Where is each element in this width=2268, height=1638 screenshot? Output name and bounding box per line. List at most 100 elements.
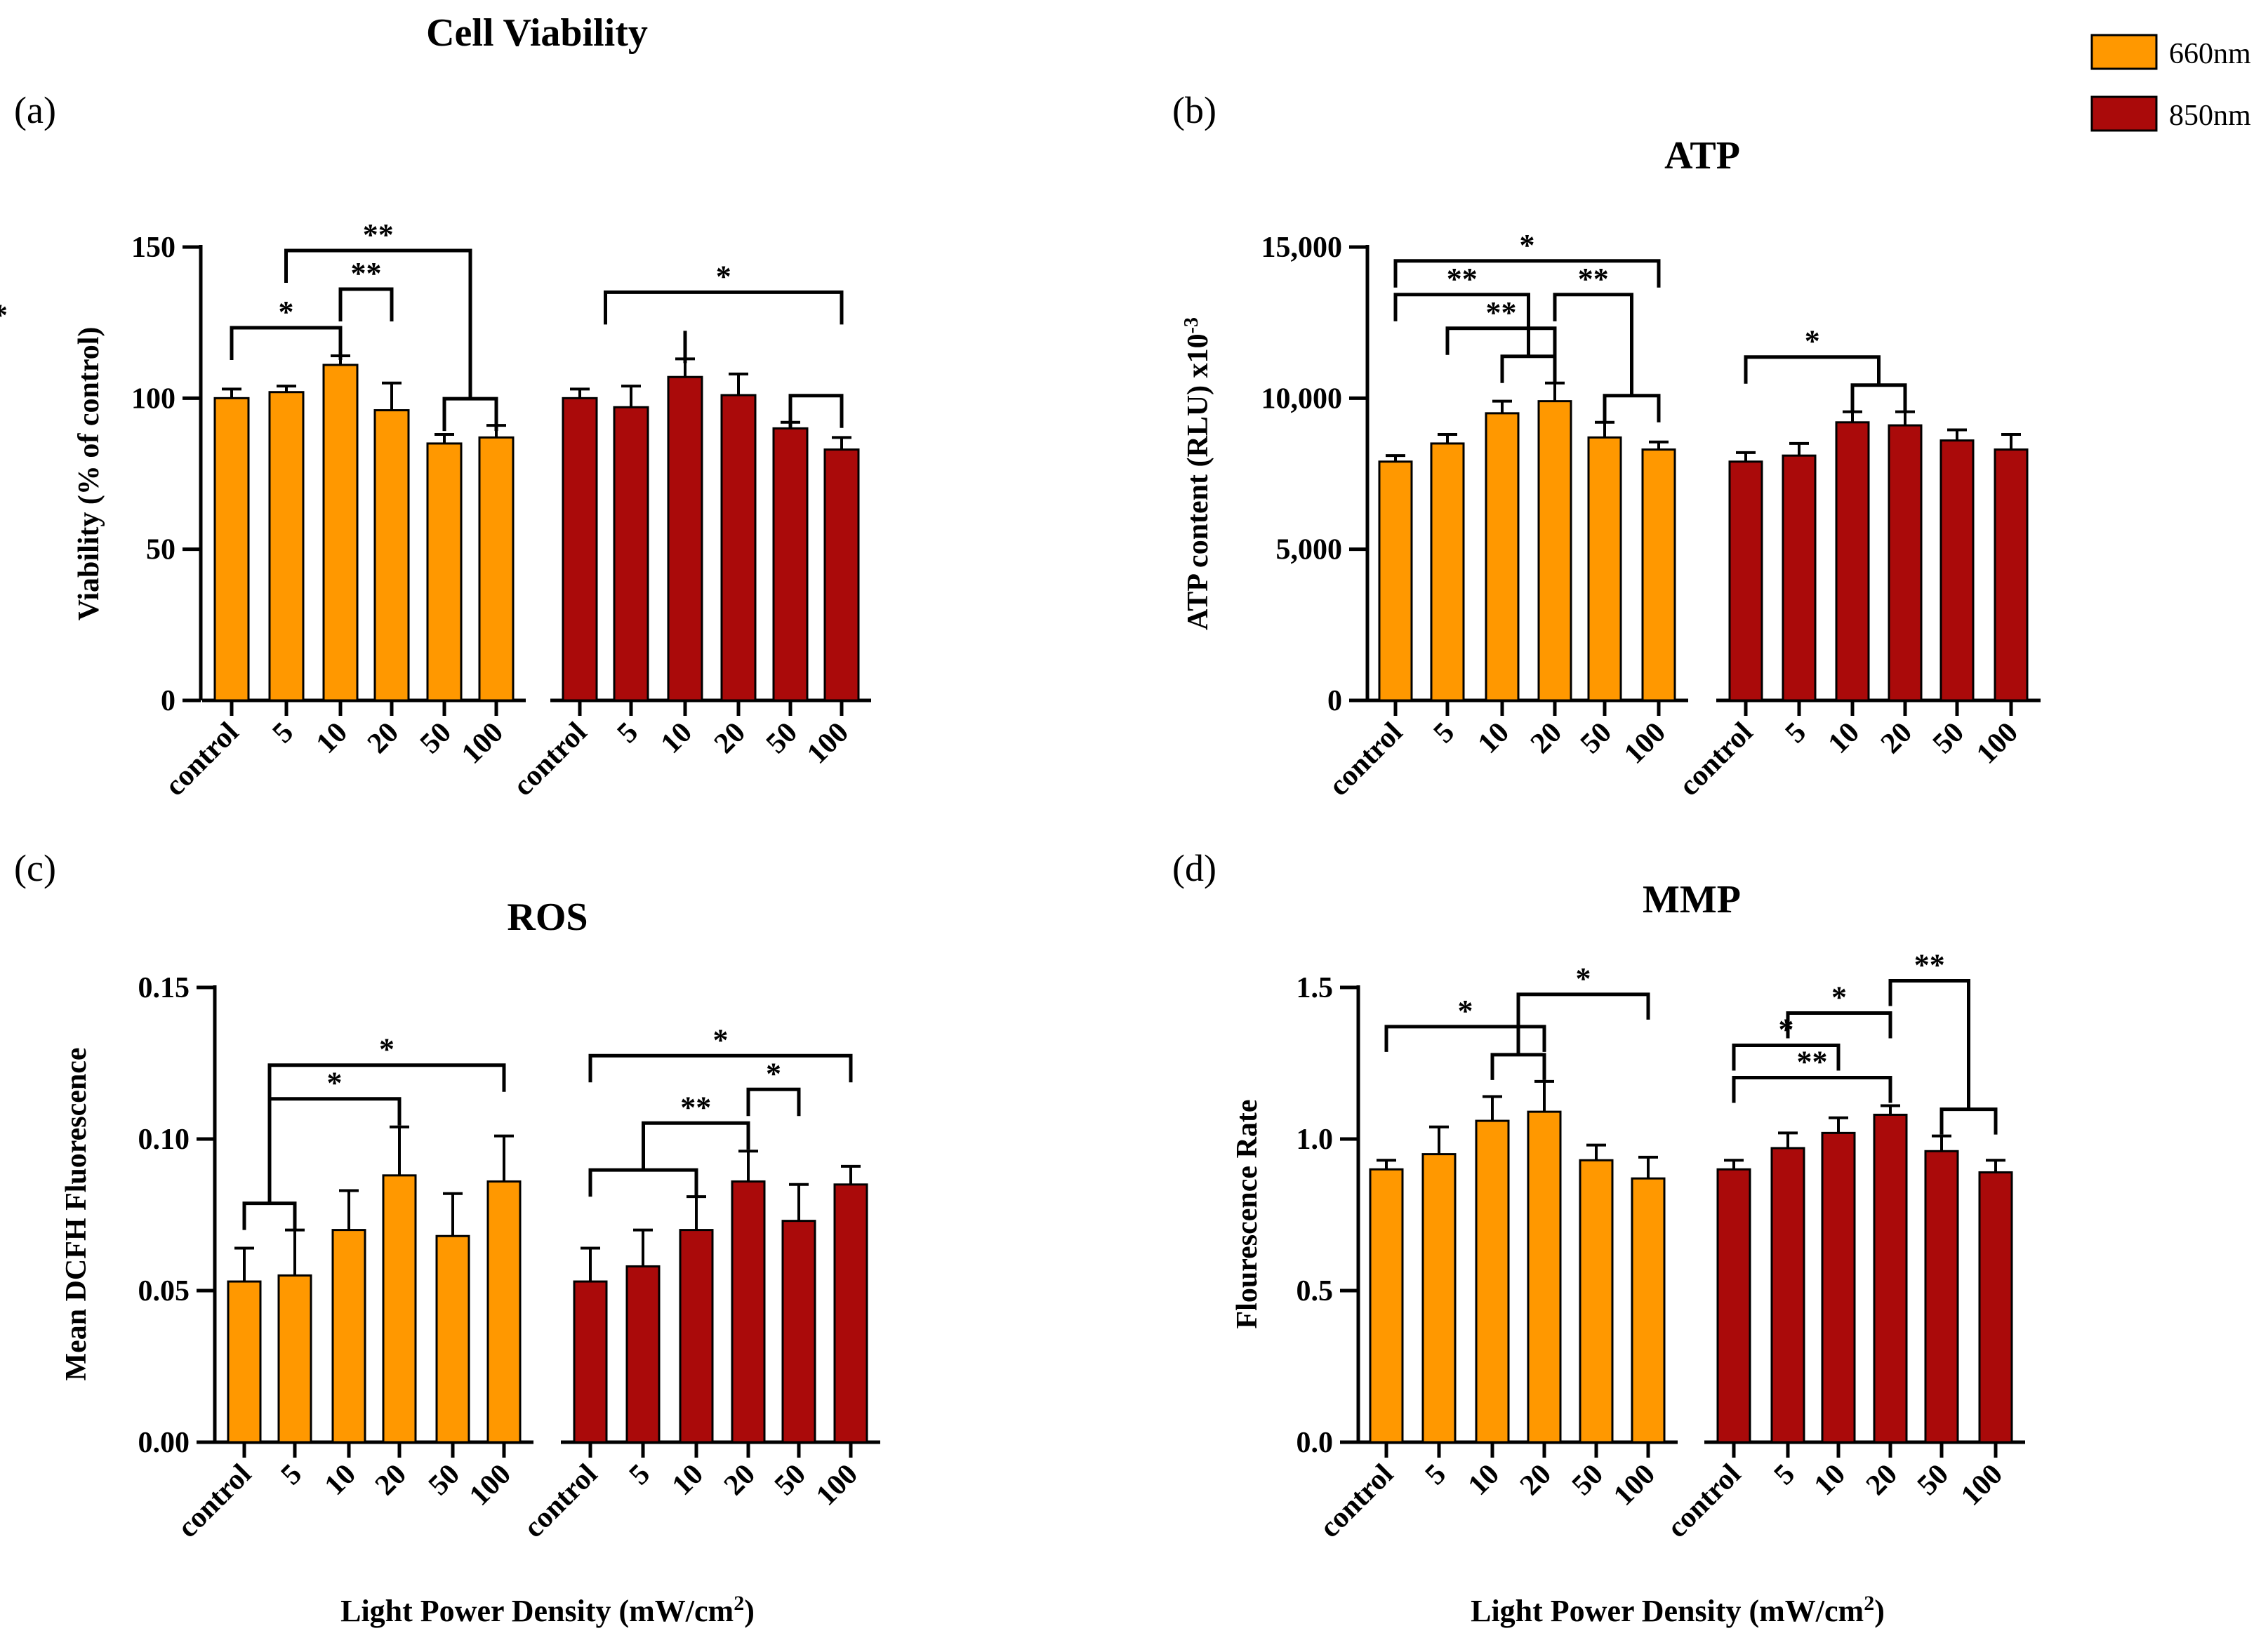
significance-hook [1490, 1053, 1546, 1080]
significance-label: ** [363, 218, 394, 252]
x-tick-label: 5 [1419, 1458, 1452, 1491]
significance-label: ** [680, 1090, 711, 1124]
x-tick-label: 100 [801, 717, 855, 771]
significance-bracket [267, 1097, 402, 1204]
x-axis-label-right: Light Power Density (mW/cm2) [1471, 1592, 1885, 1628]
bar-850nm-100 [1994, 448, 2029, 702]
bar-850nm-20 [731, 1180, 766, 1444]
y-axis-label-d: Flourescence Rate [1231, 1100, 1264, 1329]
significance-hook [1500, 354, 1557, 383]
bar-850nm-10 [1821, 1131, 1856, 1444]
legend-swatch-850nm [2090, 95, 2158, 132]
bar-660nm-control [227, 1280, 262, 1444]
x-tick-label: control [517, 1458, 604, 1545]
x-tick-label: 50 [1927, 717, 1970, 760]
y-tick-label: 1.0 [1297, 1124, 1334, 1156]
bar-660nm-20 [382, 1174, 417, 1444]
significance-bracket [230, 326, 343, 361]
significance-label: * [0, 298, 8, 332]
significance-hook [588, 1168, 698, 1197]
x-tick-label: control [159, 717, 245, 803]
x-tick-label: 50 [1574, 717, 1618, 760]
bar-660nm-50 [1579, 1159, 1614, 1444]
significance-bracket [1393, 259, 1661, 288]
x-tick-label: 100 [456, 717, 510, 771]
bar-850nm-100 [833, 1183, 868, 1444]
x-tick-label: 50 [414, 717, 458, 760]
chart-title-a: Cell Viability [426, 11, 648, 55]
legend-label-850nm: 850nm [2169, 100, 2251, 132]
x-tick-label: 20 [718, 1458, 762, 1502]
significance-label: * [716, 259, 731, 293]
x-tick-label: 50 [1911, 1458, 1955, 1502]
x-tick-label: 10 [666, 1458, 710, 1502]
y-tick-label: 10,000 [1261, 382, 1343, 415]
significance-bracket [604, 290, 844, 325]
bar-660nm-100 [478, 436, 515, 702]
panel-label-b: (b) [1172, 89, 1216, 131]
bar-660nm-10 [1475, 1119, 1510, 1444]
x-tick-label: 50 [423, 1458, 466, 1502]
bar-660nm-20 [373, 409, 410, 702]
bar-660nm-100 [1641, 448, 1676, 702]
x-tick-label: 20 [1860, 1458, 1904, 1502]
significance-bracket [267, 1063, 506, 1204]
bar-850nm-20 [1873, 1113, 1908, 1444]
x-tick-label: 5 [1428, 717, 1461, 750]
chart-title-c: ROS [507, 895, 588, 939]
significance-bracket [1732, 1043, 1841, 1071]
y-tick-label: 15,000 [1261, 232, 1343, 264]
significance-hook [242, 1201, 297, 1230]
bar-850nm-100 [1978, 1171, 2013, 1444]
x-tick-label: 50 [769, 1458, 812, 1502]
bar-850nm-control [562, 397, 598, 702]
y-tick-label: 5,000 [1276, 534, 1343, 566]
x-tick-label: 20 [362, 717, 405, 760]
significance-bracket [1516, 992, 1650, 1055]
legend: 660nm 850nm [2090, 34, 2251, 132]
x-tick-label: control [1313, 1458, 1400, 1545]
x-tick-label: 10 [1472, 717, 1516, 760]
bar-850nm-10 [679, 1229, 714, 1444]
bar-660nm-50 [435, 1234, 470, 1444]
y-tick-label: 0.00 [138, 1427, 190, 1459]
bar-660nm-50 [426, 442, 463, 702]
significance-bracket [746, 1087, 801, 1117]
x-tick-label: control [507, 717, 593, 803]
bar-660nm-5 [1430, 442, 1465, 702]
significance-label: ** [1486, 295, 1517, 330]
x-tick-label: 20 [1525, 717, 1568, 760]
x-tick-label: 10 [319, 1458, 362, 1502]
bar-850nm-5 [613, 406, 649, 702]
significance-bracket [1553, 293, 1633, 396]
x-tick-label: 5 [611, 717, 644, 750]
x-tick-label: 100 [1955, 1458, 2009, 1512]
x-tick-label: 10 [1462, 1458, 1506, 1502]
significance-label: ** [1447, 262, 1478, 296]
significance-bracket [1888, 978, 1970, 1110]
x-tick-label: 100 [810, 1458, 864, 1512]
x-tick-label: 50 [1566, 1458, 1610, 1502]
significance-label: * [713, 1023, 729, 1057]
bar-660nm-5 [1421, 1153, 1457, 1444]
significance-label: ** [1797, 1044, 1828, 1079]
significance-bracket [642, 1121, 750, 1171]
x-tick-label: 10 [1822, 717, 1866, 760]
x-tick-label: 100 [1618, 717, 1672, 771]
y-tick-label: 0.0 [1297, 1427, 1334, 1459]
bar-850nm-50 [772, 427, 809, 702]
bar-850nm-10 [1835, 421, 1870, 702]
x-tick-label: control [1673, 717, 1759, 803]
significance-label: * [1805, 324, 1820, 359]
bar-850nm-control [573, 1280, 608, 1444]
significance-bracket [1445, 326, 1557, 355]
bar-660nm-50 [1587, 436, 1622, 702]
y-tick-label: 0 [1327, 685, 1342, 717]
panel-label-a: (a) [14, 89, 56, 131]
significance-bracket [1786, 1011, 1892, 1039]
y-tick-label: 1.5 [1297, 972, 1334, 1004]
bar-850nm-10 [667, 375, 703, 702]
significance-label: ** [351, 256, 382, 291]
significance-bracket [1393, 293, 1530, 357]
y-tick-label: 0.5 [1297, 1275, 1334, 1307]
